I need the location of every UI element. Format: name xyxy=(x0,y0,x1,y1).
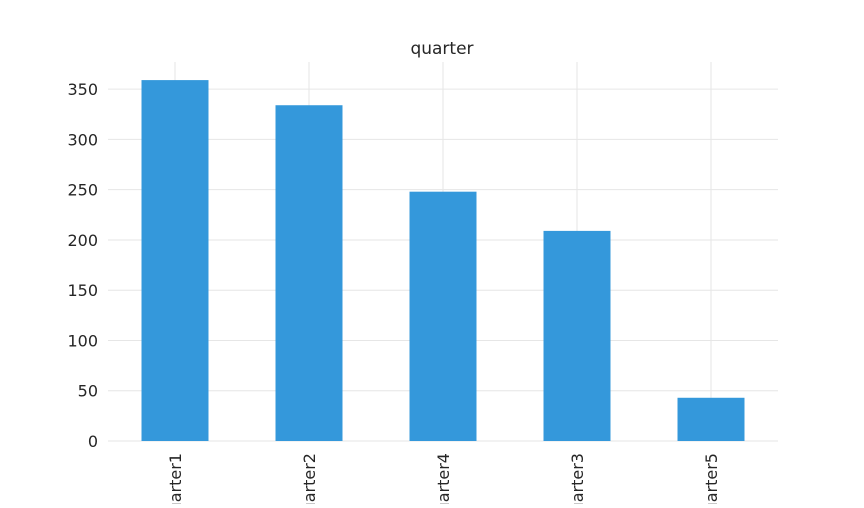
y-tick-label: 150 xyxy=(67,281,98,300)
bars-layer xyxy=(141,80,745,441)
x-axis-ticks: quarter1 quarter2 quarter4 quarter3 quarter5 xyxy=(166,453,721,508)
bar-quarter5 xyxy=(677,397,745,441)
x-tick-label: quarter2 xyxy=(300,453,319,504)
chart-title: quarter xyxy=(410,39,473,59)
bar-quarter3 xyxy=(543,230,611,441)
x-tick-label: quarter4 xyxy=(434,453,453,504)
bar-quarter4 xyxy=(409,191,477,441)
bar-quarter1 xyxy=(141,80,209,441)
y-tick-label: 350 xyxy=(67,80,98,99)
y-tick-label: 50 xyxy=(78,382,98,401)
y-tick-label: 0 xyxy=(88,432,98,451)
x-tick-label: quarter5 xyxy=(702,453,721,504)
y-tick-label: 300 xyxy=(67,130,98,149)
y-tick-label: 100 xyxy=(67,331,98,350)
x-tick-label: quarter3 xyxy=(568,453,587,504)
bar-quarter2 xyxy=(275,105,343,441)
y-tick-label: 200 xyxy=(67,231,98,250)
y-axis-ticks: 0 50 100 150 200 250 300 350 xyxy=(67,80,98,451)
x-tick-label: quarter1 xyxy=(166,453,185,504)
y-tick-label: 250 xyxy=(67,181,98,200)
